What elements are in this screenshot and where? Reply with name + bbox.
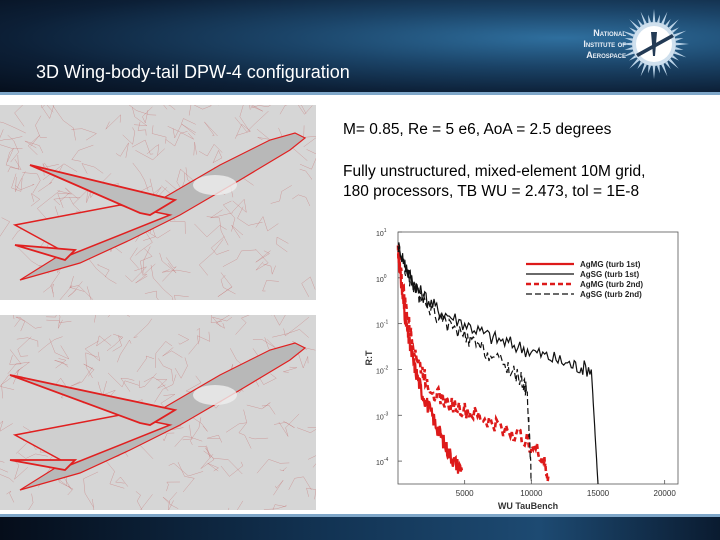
- grid-line-1: Fully unstructured, mixed-element 10M gr…: [343, 163, 646, 180]
- grid-description: Fully unstructured, mixed-element 10M gr…: [343, 162, 713, 202]
- y-tick-exponent: -2: [384, 365, 389, 371]
- series-line: [397, 245, 532, 482]
- x-tick-label: 5000: [456, 489, 474, 498]
- y-tick-exponent: 0: [384, 274, 387, 280]
- legend-entry: AgSG (turb 1st): [580, 270, 639, 279]
- x-tick-label: 20000: [654, 489, 677, 498]
- slide-footer: [0, 517, 720, 540]
- y-tick-label: 10-1: [376, 320, 388, 330]
- y-tick-label: 100: [376, 274, 387, 284]
- mesh-image-top: [0, 105, 316, 300]
- y-tick-label: 10-3: [376, 411, 388, 421]
- slide-title: 3D Wing-body-tail DPW-4 configuration: [36, 62, 350, 82]
- y-tick-exponent: -4: [384, 457, 389, 463]
- series-line: [396, 245, 550, 482]
- aircraft-mesh-bottom: [0, 315, 316, 510]
- slide-header: [0, 0, 720, 95]
- x-tick-label: 10000: [520, 489, 543, 498]
- y-tick-label: 10-2: [376, 365, 388, 375]
- y-tick-exponent: -1: [384, 320, 389, 326]
- x-tick-label: 15000: [587, 489, 610, 498]
- y-tick-exponent: 1: [384, 228, 387, 234]
- logo-line-2: Institute of: [583, 39, 626, 49]
- grid-line-2: 180 processors, TB WU = 2.473, tol = 1E-…: [343, 183, 640, 200]
- y-tick-label: 10-4: [376, 457, 388, 467]
- header-divider: [0, 92, 720, 95]
- logo-line-3: Aerospace: [586, 50, 626, 60]
- compass-sun-icon: [619, 9, 689, 79]
- x-axis-label: WU TauBench: [498, 501, 558, 511]
- mesh-image-bottom: [0, 315, 316, 510]
- nia-logo-text: National Institute of Aerospace: [556, 28, 626, 61]
- series-line: [397, 250, 464, 474]
- legend-entry: AgMG (turb 1st): [580, 260, 641, 269]
- y-tick-label: 101: [376, 228, 387, 238]
- logo-line-1: National: [593, 28, 626, 38]
- legend-entry: AgMG (turb 2nd): [580, 280, 643, 289]
- footer-divider: [0, 514, 720, 517]
- aircraft-mesh-top: [0, 105, 316, 300]
- y-axis-label: R:T: [364, 350, 374, 365]
- legend-entry: AgSG (turb 2nd): [580, 290, 642, 299]
- flow-conditions: M= 0.85, Re = 5 e6, AoA = 2.5 degrees: [343, 121, 612, 138]
- y-tick-exponent: -3: [384, 411, 389, 417]
